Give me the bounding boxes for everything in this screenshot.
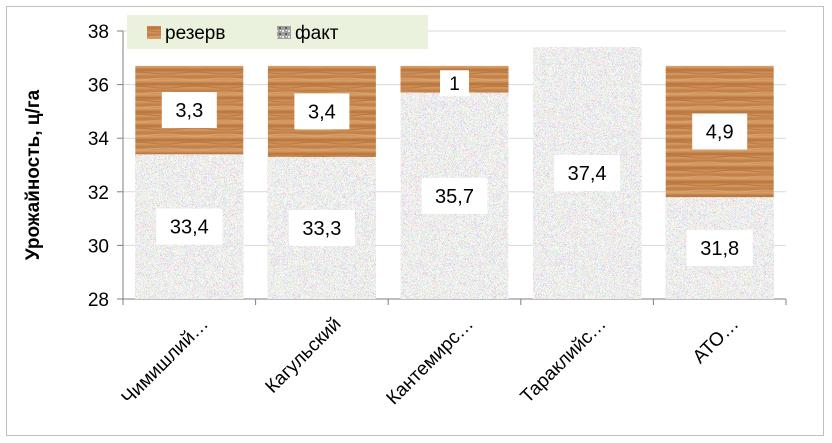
data-label-reserve-box <box>294 93 350 130</box>
legend-label-reserve: резерв <box>165 23 225 44</box>
legend: резерв факт <box>127 15 428 49</box>
data-label-fact-box <box>421 177 488 214</box>
data-label-fact-box <box>156 208 223 245</box>
y-tick-label: 38 <box>88 22 109 43</box>
data-label-reserve: 4,9 <box>706 122 734 144</box>
x-category-label: АТО… <box>689 314 743 368</box>
data-label-fact-box <box>554 155 621 192</box>
data-label-reserve-box <box>692 113 748 150</box>
data-label-fact: 35,7 <box>435 186 474 208</box>
y-tick-label: 32 <box>88 183 109 204</box>
y-axis-title: Урожайность, ц/га <box>23 89 44 260</box>
y-tick-label: 36 <box>88 76 109 97</box>
y-tick-label: 34 <box>88 129 110 150</box>
y-tick-label: 28 <box>88 290 109 311</box>
data-label-fact-box <box>686 230 753 267</box>
data-label-reserve: 3,4 <box>308 101 336 123</box>
x-category-label: Тараклийс… <box>517 314 611 408</box>
data-label-reserve-box <box>161 92 217 129</box>
data-label-fact: 31,8 <box>700 238 739 260</box>
data-label-fact: 37,4 <box>568 163 607 185</box>
data-label-fact-box <box>288 209 355 246</box>
legend-swatch-reserve <box>147 26 161 39</box>
legend-swatch-fact <box>277 26 291 39</box>
data-labels: 33,4 3,3 33,3 3,4 35,7 1 37,4 31,8 4,9 <box>156 70 753 267</box>
data-label-reserve: 1 <box>449 74 460 95</box>
data-label-fact: 33,3 <box>302 218 341 240</box>
data-label-reserve-box <box>440 70 469 97</box>
legend-label-fact: факт <box>295 23 339 44</box>
data-label-reserve: 3,3 <box>175 100 203 122</box>
data-label-fact: 33,4 <box>170 217 209 239</box>
x-category-label: Кантемирс… <box>383 314 478 409</box>
x-category-label: Кагульский <box>262 314 346 398</box>
bars <box>135 47 774 299</box>
x-category-label: Чимишлий… <box>118 314 213 409</box>
y-tick-label: 30 <box>88 236 109 257</box>
